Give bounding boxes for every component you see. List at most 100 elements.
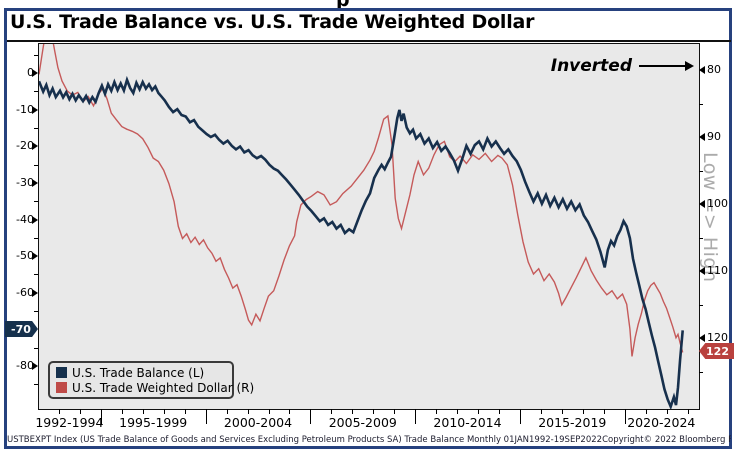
x-axis-year-tick	[373, 409, 375, 414]
x-axis-section-label: 1992-1994	[35, 415, 104, 430]
right-axis-tick-label: 90	[707, 130, 721, 143]
legend-swatch-red	[56, 382, 67, 393]
left-tick-marker	[32, 105, 38, 114]
left-axis-tick-label: -50	[16, 249, 34, 263]
x-axis-section-label: 2000-2004	[223, 415, 293, 430]
x-axis-year-tick	[59, 409, 60, 414]
right-minor-tick	[699, 304, 703, 306]
left-minor-tick	[34, 127, 38, 129]
x-axis-year-tick	[561, 409, 563, 414]
left-axis-tick-label: -20	[16, 139, 34, 153]
x-axis-year-tick	[184, 409, 186, 414]
right-tick-marker	[699, 200, 705, 208]
left-minor-tick	[34, 311, 38, 313]
x-axis-year-tick	[457, 409, 458, 414]
right-axis-tick-label: 110	[707, 264, 728, 277]
x-axis-year-tick	[394, 409, 396, 414]
inverted-annotation: Inverted	[551, 56, 694, 76]
x-axis-section-label: 2010-2014	[433, 415, 502, 430]
trade-weighted-dollar-line	[39, 44, 684, 357]
x-axis-year-tick	[540, 409, 542, 414]
footer-ticker-description: USTBEXPT Index (US Trade Balance of Good…	[7, 435, 603, 445]
left-minor-tick	[34, 54, 38, 56]
left-minor-tick	[34, 274, 38, 276]
x-axis-year-tick	[352, 409, 354, 414]
x-axis-section-label: 2020-2024	[627, 415, 696, 430]
x-axis-section-label: 2015-2019	[538, 415, 607, 430]
legend-label: U.S. Trade Weighted Dollar (R)	[72, 380, 255, 395]
x-axis-year-tick	[331, 409, 333, 414]
right-axis-tick-label: 80	[707, 63, 721, 76]
x-axis-year-tick	[163, 409, 165, 414]
left-minor-tick	[34, 384, 38, 386]
left-minor-tick	[34, 201, 38, 203]
right-tick-marker	[699, 133, 705, 141]
left-minor-tick	[34, 347, 38, 349]
left-minor-tick	[34, 164, 38, 166]
title-underline	[7, 40, 731, 42]
x-axis-section-divider	[519, 409, 521, 424]
legend-swatch-navy	[56, 367, 67, 378]
arrow-line	[639, 65, 685, 67]
legend-label: U.S. Trade Balance (L)	[72, 365, 205, 380]
x-axis-year-tick	[603, 409, 605, 414]
left-axis-tick-label: -80	[16, 359, 34, 372]
right-tick-marker	[699, 267, 705, 275]
footer-status-bar: USTBEXPT Index (US Trade Balance of Good…	[7, 433, 731, 447]
right-tick-marker	[699, 66, 705, 74]
right-axis-tick-label: 100	[707, 197, 728, 210]
left-axis-tick-label: -10	[16, 102, 34, 116]
x-axis-year-tick	[247, 409, 249, 414]
left-minor-tick	[34, 91, 38, 93]
left-tick-marker	[32, 252, 38, 261]
x-axis-section-divider	[624, 409, 626, 424]
x-axis-year-tick	[582, 409, 584, 414]
x-axis-year-tick	[121, 409, 123, 414]
x-axis-year-tick	[436, 409, 438, 414]
right-minor-tick	[699, 371, 703, 373]
right-axis-caption: Low => High	[699, 152, 721, 283]
trade-balance-line	[39, 75, 684, 409]
x-axis-section-divider	[100, 409, 102, 424]
left-tick-marker	[32, 178, 38, 187]
x-axis-year-tick	[142, 409, 144, 414]
plot-area	[38, 43, 700, 410]
x-axis-section-label: 2005-2009	[328, 415, 397, 430]
legend-box: U.S. Trade Balance (L) U.S. Trade Weight…	[48, 361, 254, 399]
x-axis-year-tick	[499, 409, 500, 414]
right-tick-marker	[699, 334, 705, 342]
left-tick-marker	[32, 215, 38, 224]
x-axis-section-divider	[310, 409, 312, 424]
left-minor-tick	[34, 237, 38, 239]
x-axis-section-label: 1995-1999	[119, 415, 188, 430]
last-value-badge-trade-balance: -70	[5, 321, 38, 337]
left-axis-tick-label: -40	[16, 212, 34, 226]
footer-copyright: Copyright© 2022 Bloomberg Finance L.P.	[602, 435, 731, 445]
x-axis-section-divider	[415, 409, 417, 424]
inverted-annotation-text: Inverted	[550, 56, 632, 76]
left-tick-marker	[32, 362, 38, 370]
x-axis-year-tick	[289, 409, 291, 414]
x-axis-year-tick	[79, 409, 81, 414]
left-tick-marker	[32, 69, 38, 77]
arrow-right-icon	[685, 61, 694, 71]
last-value-badge-dollar: 122	[699, 343, 734, 359]
right-axis-tick-label: 120	[707, 331, 728, 344]
x-axis-year-tick	[478, 409, 479, 414]
x-axis-year-tick	[687, 409, 689, 414]
right-minor-tick	[699, 103, 703, 105]
legend-item-trade-balance: U.S. Trade Balance (L)	[56, 365, 232, 380]
legend-item-dollar: U.S. Trade Weighted Dollar (R)	[56, 380, 254, 395]
left-tick-marker	[32, 288, 38, 297]
x-axis-year-tick	[226, 409, 228, 414]
left-tick-marker	[32, 142, 38, 151]
left-axis-tick-label: 0	[27, 66, 34, 79]
left-axis-tick-label: -30	[16, 175, 34, 189]
cropped-text-fragment: p	[336, 0, 354, 8]
x-axis-year-tick	[666, 409, 668, 414]
x-axis-section-divider	[205, 409, 207, 424]
left-axis-tick-label: -60	[16, 285, 34, 299]
right-minor-tick	[699, 237, 703, 239]
right-minor-tick	[699, 170, 703, 172]
